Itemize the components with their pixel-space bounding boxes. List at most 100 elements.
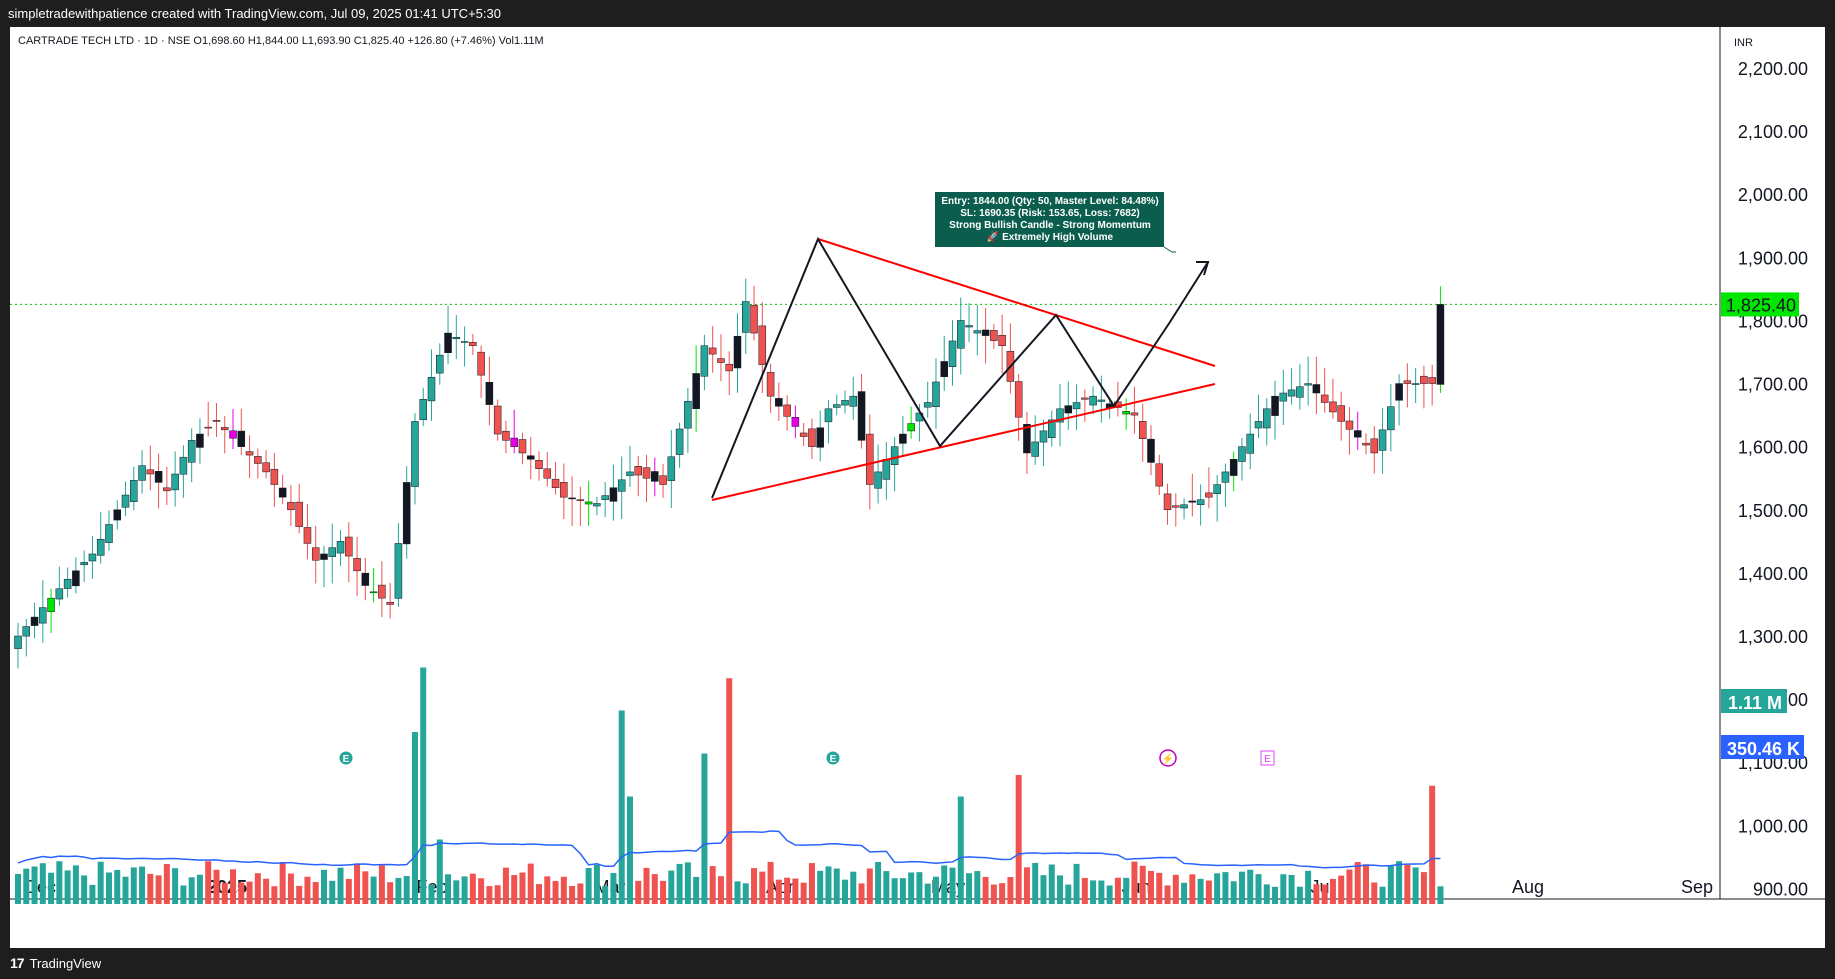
candle-body[interactable] bbox=[890, 446, 899, 465]
candle-body[interactable] bbox=[750, 304, 758, 334]
candle-body[interactable] bbox=[866, 433, 874, 485]
candle-body[interactable] bbox=[80, 562, 88, 566]
candle-body[interactable] bbox=[684, 400, 692, 429]
candle-body[interactable] bbox=[708, 347, 717, 355]
candle-body[interactable] bbox=[948, 340, 957, 367]
candle-body[interactable] bbox=[72, 570, 80, 587]
candle-body[interactable] bbox=[1428, 377, 1436, 384]
candle-body[interactable] bbox=[990, 330, 998, 341]
candle-body[interactable] bbox=[1122, 411, 1130, 415]
candle-body[interactable] bbox=[1238, 446, 1246, 462]
candle-body[interactable] bbox=[1254, 421, 1263, 429]
candle-body[interactable] bbox=[584, 501, 593, 505]
signal-annotation-box[interactable] bbox=[935, 192, 1164, 247]
candle-body[interactable] bbox=[14, 635, 22, 649]
candle-body[interactable] bbox=[386, 602, 394, 605]
candle-body[interactable] bbox=[245, 451, 254, 456]
candle-body[interactable] bbox=[369, 591, 378, 594]
candle-body[interactable] bbox=[30, 616, 39, 626]
candle-body[interactable] bbox=[394, 543, 403, 599]
candle-body[interactable] bbox=[105, 524, 113, 543]
candle-body[interactable] bbox=[419, 399, 427, 421]
candle-body[interactable] bbox=[1296, 386, 1304, 398]
candle-body[interactable] bbox=[1048, 419, 1056, 439]
candle-body[interactable] bbox=[626, 471, 634, 476]
candle-body[interactable] bbox=[700, 345, 709, 377]
candle-body[interactable] bbox=[973, 330, 982, 334]
tradingview-brand[interactable]: 17 TradingView bbox=[10, 948, 101, 979]
candle-body[interactable] bbox=[518, 439, 527, 454]
candle-body[interactable] bbox=[179, 456, 188, 475]
candle-body[interactable] bbox=[1064, 405, 1073, 414]
candle-body[interactable] bbox=[295, 501, 303, 527]
candle-body[interactable] bbox=[229, 430, 237, 439]
last-price-badge[interactable] bbox=[1721, 292, 1799, 317]
candle-body[interactable] bbox=[1362, 442, 1370, 446]
candle-body[interactable] bbox=[1320, 394, 1329, 403]
candle-body[interactable] bbox=[138, 465, 146, 481]
candle-body[interactable] bbox=[725, 363, 733, 372]
candle-body[interactable] bbox=[154, 471, 163, 483]
candle-body[interactable] bbox=[345, 536, 353, 557]
candle-body[interactable] bbox=[353, 558, 361, 572]
candle-body[interactable] bbox=[477, 351, 485, 376]
candle-body[interactable] bbox=[1081, 397, 1089, 400]
candle-body[interactable] bbox=[981, 329, 990, 336]
candle-body[interactable] bbox=[1436, 304, 1445, 385]
candle-body[interactable] bbox=[1287, 389, 1296, 397]
candle-body[interactable] bbox=[923, 402, 932, 408]
candle-body[interactable] bbox=[328, 547, 337, 557]
support-trendline[interactable] bbox=[711, 383, 1216, 501]
candle-body[interactable] bbox=[998, 334, 1006, 346]
candle-body[interactable] bbox=[907, 423, 915, 432]
candle-body[interactable] bbox=[1353, 430, 1362, 438]
candle-body[interactable] bbox=[717, 358, 725, 363]
candle-body[interactable] bbox=[882, 459, 891, 480]
candle-body[interactable] bbox=[1370, 438, 1379, 454]
zigzag-wave-line[interactable] bbox=[711, 236, 1209, 499]
candle-body[interactable] bbox=[733, 335, 742, 369]
candle-body[interactable] bbox=[130, 480, 138, 502]
candle-body[interactable] bbox=[237, 430, 246, 447]
flash-event-icon[interactable] bbox=[1159, 749, 1177, 767]
candle-body[interactable] bbox=[940, 361, 948, 378]
symbol-name[interactable]: CARTRADE TECH LTD · 1D · NSE bbox=[18, 35, 191, 47]
candle-body[interactable] bbox=[1304, 383, 1312, 386]
candle-body[interactable] bbox=[526, 455, 535, 460]
candle-body[interactable] bbox=[543, 468, 552, 479]
candle-body[interactable] bbox=[196, 433, 204, 448]
candle-body[interactable] bbox=[1097, 399, 1106, 402]
candle-body[interactable] bbox=[121, 494, 130, 508]
candle-body[interactable] bbox=[758, 325, 767, 365]
candle-body[interactable] bbox=[1196, 499, 1205, 506]
candle-body[interactable] bbox=[320, 553, 328, 560]
candle-body[interactable] bbox=[1411, 383, 1420, 385]
candle-body[interactable] bbox=[576, 499, 585, 501]
candle-body[interactable] bbox=[1337, 405, 1345, 422]
candle-body[interactable] bbox=[1180, 504, 1188, 509]
candle-body[interactable] bbox=[535, 460, 543, 470]
candle-body[interactable] bbox=[88, 553, 97, 562]
candle-body[interactable] bbox=[402, 482, 411, 545]
candle-body[interactable] bbox=[849, 395, 858, 407]
candle-body[interactable] bbox=[427, 376, 436, 402]
candle-body[interactable] bbox=[287, 502, 295, 511]
candle-body[interactable] bbox=[1213, 484, 1221, 494]
candle-body[interactable] bbox=[163, 487, 171, 492]
candle-body[interactable] bbox=[832, 404, 841, 408]
candle-body[interactable] bbox=[212, 420, 221, 422]
candle-body[interactable] bbox=[1072, 402, 1081, 410]
candle-body[interactable] bbox=[841, 400, 849, 406]
candle-body[interactable] bbox=[1130, 412, 1139, 416]
candle-body[interactable] bbox=[1420, 375, 1428, 384]
candle-body[interactable] bbox=[1221, 471, 1230, 483]
candle-body[interactable] bbox=[692, 373, 700, 409]
candle-body[interactable] bbox=[675, 428, 684, 455]
candle-body[interactable] bbox=[254, 456, 262, 464]
earnings-marker-icon[interactable] bbox=[338, 750, 354, 766]
candle-body[interactable] bbox=[742, 301, 750, 333]
candle-body[interactable] bbox=[766, 372, 775, 397]
candle-body[interactable] bbox=[469, 342, 477, 346]
candle-body[interactable] bbox=[568, 497, 576, 500]
candle-body[interactable] bbox=[816, 427, 824, 448]
